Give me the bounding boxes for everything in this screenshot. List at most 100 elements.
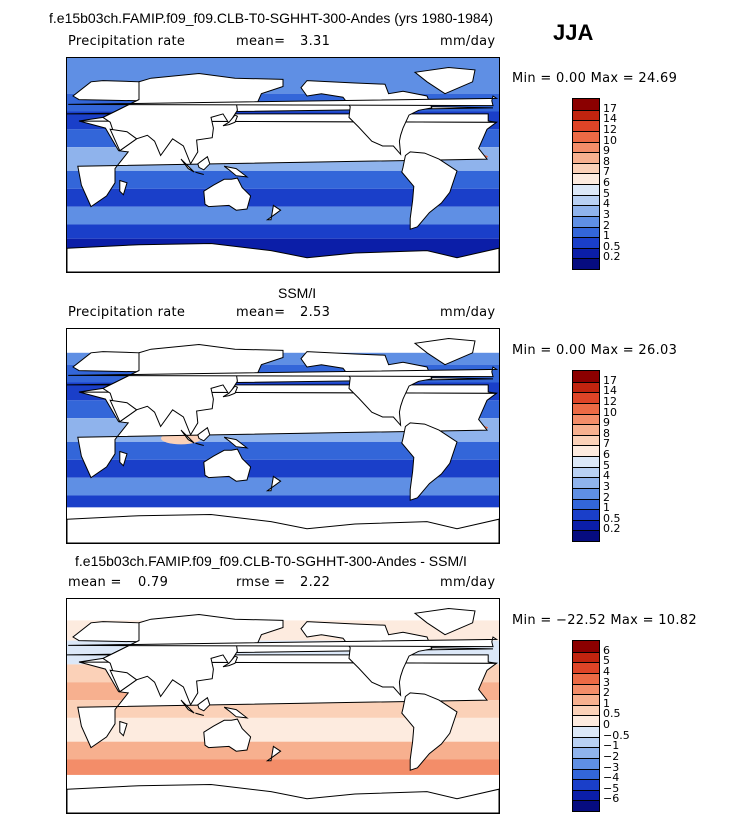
colorbar-tick-label: −4 (603, 771, 620, 785)
panel1-minmax: Min = 0.00 Max = 24.69 (512, 71, 678, 86)
land-borneo (197, 155, 211, 171)
colorbar-box (573, 800, 599, 811)
colorbar-tick-label: −1 (603, 739, 620, 753)
land-greenland (413, 607, 476, 636)
colorbar-box (573, 226, 599, 238)
land-indonesia1 (180, 158, 195, 173)
land-asia (102, 72, 284, 165)
colorbar-box (573, 402, 599, 414)
land-newguinea (223, 436, 249, 449)
colorbar-tick-label: 7 (603, 437, 610, 451)
panel1-units: mm/day (440, 34, 496, 49)
colorbar-tick-label: 7 (603, 165, 610, 179)
panel1-mean-label: mean= (236, 34, 286, 49)
colorbar-box (573, 445, 599, 456)
field-band (67, 188, 499, 207)
land-antarctica (67, 783, 499, 813)
colorbar-box (573, 704, 599, 716)
colorbar-tick-label: 0.5 (603, 707, 621, 721)
colorbar-box (573, 120, 599, 131)
colorbar-box (573, 215, 599, 227)
colorbar-box (573, 434, 599, 446)
panel2-subtitle: SSM/I (278, 285, 317, 301)
field-band (67, 759, 499, 775)
land-madagascar (119, 720, 128, 737)
colorbar-tick-label: −5 (603, 781, 620, 795)
colorbar-tick-label: 8 (603, 154, 610, 168)
panel3-rmse-value: 2.22 (300, 575, 331, 590)
land-samerica (401, 692, 458, 771)
land-madagascar (119, 450, 128, 467)
colorbar-box (573, 237, 599, 248)
land-asia (102, 613, 284, 706)
land-indonesia1 (180, 699, 195, 714)
colorbar-box (573, 498, 599, 510)
panel3-minmax: Min = −22.52 Max = 10.82 (512, 613, 697, 628)
colorbar-tick-label: 2 (603, 490, 610, 504)
panel2-mean-value: 2.53 (300, 305, 331, 320)
colorbar-box (573, 726, 599, 737)
colorbar-tick-label: 2 (603, 686, 610, 700)
panel1-variable: Precipitation rate (68, 34, 186, 49)
colorbar-tick-label: 12 (603, 394, 617, 408)
panel3-subtitle: f.e15b03ch.FAMIP.f09_f09.CLB-T0-SGHHT-30… (75, 553, 467, 569)
colorbar-tick-label: −0.5 (603, 728, 630, 742)
colorbar-box (573, 779, 599, 790)
colorbar-tick-label: 1 (603, 696, 610, 710)
colorbar-box (573, 747, 599, 758)
land-arabia (109, 669, 138, 693)
colorbar-box (573, 173, 599, 184)
land-madagascar (119, 179, 128, 196)
land-namerica (300, 351, 433, 427)
colorbar-tick-label: −6 (603, 792, 620, 806)
colorbar-tick-label: 4 (603, 197, 610, 211)
panel1-mean-value: 3.31 (300, 34, 331, 49)
colorbar-box (573, 194, 599, 206)
land-namerica (300, 80, 433, 156)
colorbar-tick-label: 4 (603, 469, 610, 483)
panel2-minmax: Min = 0.00 Max = 26.03 (512, 343, 678, 358)
land-indonesia2 (195, 171, 204, 175)
colorbar-box (573, 487, 599, 499)
land-nz (265, 475, 282, 492)
panel3-colorbar (572, 640, 600, 812)
colorbar-tick-label: 17 (603, 373, 617, 387)
colorbar-box (573, 651, 599, 663)
land-newguinea (223, 706, 249, 719)
colorbar-tick-label: 10 (603, 133, 617, 147)
colorbar-tick-label: 0.2 (603, 522, 621, 536)
land-australia (203, 718, 252, 752)
colorbar-box (573, 477, 599, 488)
colorbar-box (573, 466, 599, 478)
land-namerica (300, 621, 433, 697)
colorbar-box (573, 413, 599, 425)
colorbar-tick-label: 6 (603, 448, 610, 461)
colorbar-box (573, 757, 599, 769)
map-svg (67, 329, 499, 543)
land-greenland (413, 337, 476, 366)
land-uk (68, 95, 499, 107)
panel3-units: mm/day (440, 575, 496, 590)
colorbar-box (573, 530, 599, 541)
field-band (67, 741, 499, 760)
colorbar-tick-label: 6 (603, 176, 610, 189)
land-samerica (401, 422, 458, 501)
field-band (67, 717, 499, 742)
land-arabia (109, 399, 138, 423)
land-arabia (109, 128, 138, 152)
colorbar-tick-label: −3 (603, 760, 620, 774)
colorbar-tick-label: 3 (603, 479, 610, 493)
colorbar-tick-label: 5 (603, 186, 610, 200)
colorbar-box (573, 184, 599, 195)
colorbar-tick-label: 9 (603, 416, 610, 430)
panel3-map (66, 598, 500, 814)
colorbar-box (573, 141, 599, 153)
colorbar-tick-label: 14 (603, 112, 617, 126)
colorbar-box (573, 456, 599, 467)
colorbar-tick-label: 0 (603, 718, 610, 731)
land-uk (68, 366, 499, 378)
colorbar-box (573, 381, 599, 393)
colorbar-box (573, 641, 599, 652)
field-band (67, 441, 499, 460)
land-australia (203, 177, 252, 211)
